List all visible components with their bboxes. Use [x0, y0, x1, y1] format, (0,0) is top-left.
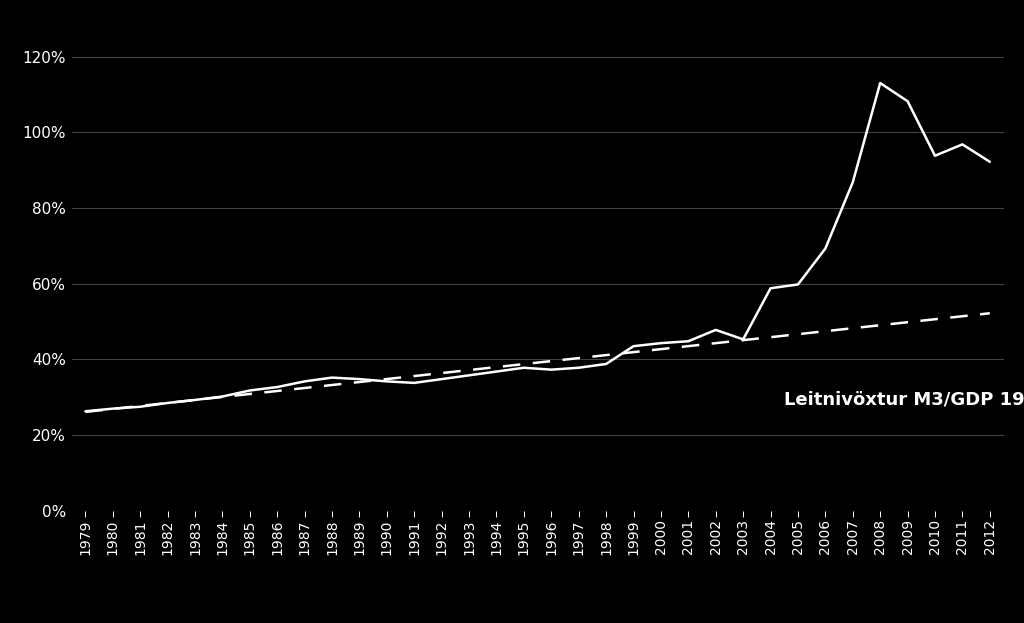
- Text: Leitnivöxtur M3/GDP 1979-2003: Leitnivöxtur M3/GDP 1979-2003: [784, 390, 1024, 408]
